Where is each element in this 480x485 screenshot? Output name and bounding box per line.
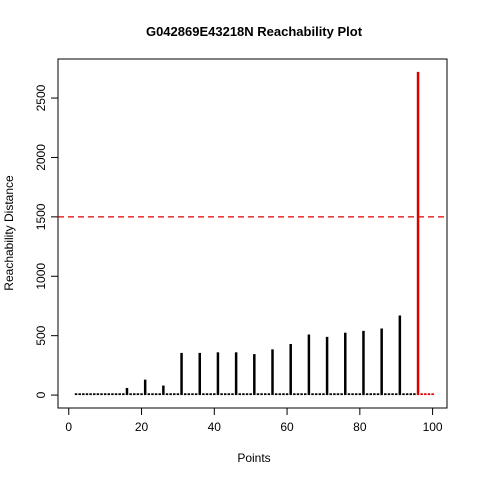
x-tick-label: 0 [65, 420, 72, 434]
x-tick-label: 40 [208, 420, 222, 434]
y-axis-label: Reachability Distance [2, 175, 16, 291]
chart-title: G042869E43218N Reachability Plot [146, 24, 363, 39]
x-tick-label: 80 [353, 420, 367, 434]
x-tick-label: 60 [280, 420, 294, 434]
y-tick-label: 500 [34, 325, 48, 345]
y-tick-label: 2000 [34, 144, 48, 171]
y-tick-label: 1000 [34, 263, 48, 290]
y-tick-label: 2500 [34, 84, 48, 111]
y-tick-label: 1500 [34, 203, 48, 230]
x-axis-label: Points [237, 451, 270, 465]
x-tick-label: 100 [423, 420, 443, 434]
x-tick-label: 20 [135, 420, 149, 434]
y-tick-label: 0 [34, 391, 48, 398]
